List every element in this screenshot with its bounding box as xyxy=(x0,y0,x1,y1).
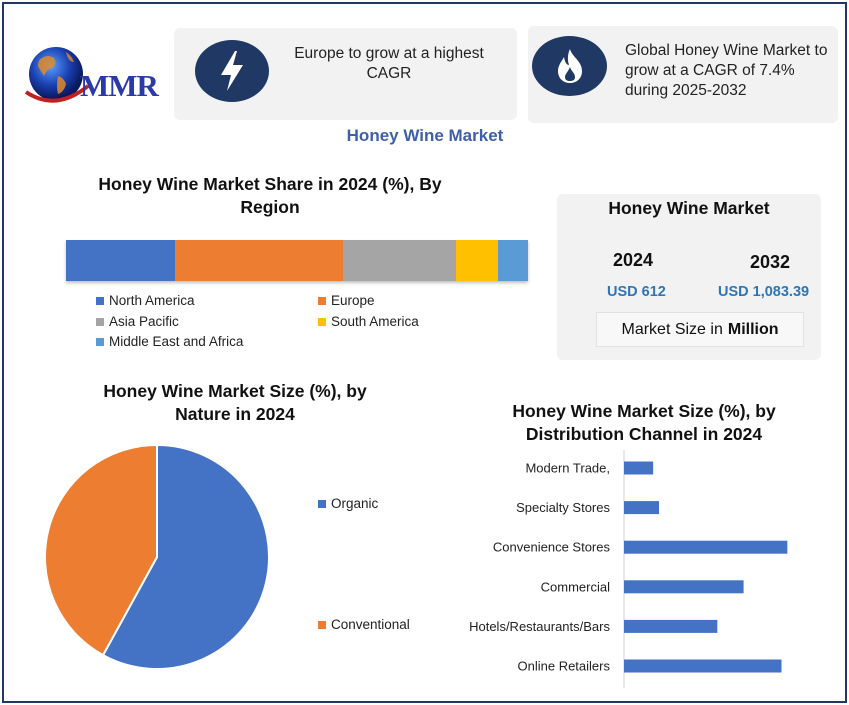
legend-label: Middle East and Africa xyxy=(109,334,244,349)
market-size-unit-label: Million xyxy=(727,320,779,338)
segment-middle-east-and-africa xyxy=(497,240,528,281)
distribution-bar-chart: Modern Trade, Specialty Stores Convenience… xyxy=(469,450,788,688)
legend-swatch xyxy=(96,317,104,326)
legend-swatch xyxy=(318,620,326,629)
year-2024: 2024 xyxy=(613,250,654,270)
legend-label: North America xyxy=(109,293,195,308)
region-stacked-bar xyxy=(66,240,528,281)
pie-slice-organic xyxy=(101,443,270,670)
bar-hotels-restaurants-bars xyxy=(624,619,718,633)
year-2032: 2032 xyxy=(750,252,791,272)
value-2032: USD 1,083.39 xyxy=(718,284,810,300)
market-box-title: Honey Wine Market xyxy=(608,198,770,218)
category-label-hotels-restaurants-bars: Hotels/Restaurants/Bars xyxy=(469,619,610,634)
legend-swatch xyxy=(318,499,326,508)
legend-swatch xyxy=(96,296,104,305)
bar-commercial xyxy=(624,580,744,594)
lightning-icon xyxy=(195,40,269,102)
category-label-online-retailers: Online Retailers xyxy=(518,659,611,674)
legend-item-organic: Organic xyxy=(318,496,378,511)
market-size-box: Honey Wine Market 2024 USD 612 2032 USD … xyxy=(557,194,821,360)
legend-label: Europe xyxy=(331,293,375,308)
legend-label: Conventional xyxy=(331,617,410,632)
value-2024: USD 612 xyxy=(607,284,666,300)
logo-text: MMR xyxy=(80,68,159,103)
legend-item-conventional: Conventional xyxy=(318,617,410,632)
legend-item-north-america: North America xyxy=(96,293,195,308)
bar-specialty-stores xyxy=(624,501,659,515)
nature-pie-chart xyxy=(44,443,270,670)
legend-swatch xyxy=(96,337,104,346)
category-label-specialty-stores: Specialty Stores xyxy=(516,500,610,515)
legend-swatch xyxy=(318,317,326,326)
market-size-prefix: Market Size in xyxy=(621,320,723,338)
legend-item-south-america: South America xyxy=(318,314,419,329)
segment-asia-pacific xyxy=(343,240,457,281)
distribution-chart-title: Honey Wine Market Size (%), by Distribut… xyxy=(512,401,776,444)
legend-swatch xyxy=(318,296,326,305)
bar-modern-trade xyxy=(624,461,654,475)
mmr-logo: MMR xyxy=(22,40,162,112)
legend-item-europe: Europe xyxy=(318,293,375,308)
globe-icon xyxy=(24,47,90,103)
segment-europe xyxy=(174,240,344,281)
pie-slice-conventional xyxy=(44,443,158,657)
segment-north-america xyxy=(66,240,175,281)
info-text: Global Honey Wine Market to grow at a CA… xyxy=(625,42,828,99)
market-size-unit: Market Size in Million xyxy=(596,312,804,347)
bar-online-retailers xyxy=(624,659,782,673)
flame-icon xyxy=(532,36,607,96)
region-chart-title: Honey Wine Market Share in 2024 (%), By … xyxy=(98,174,442,217)
bar-convenience-stores xyxy=(624,540,788,554)
nature-chart-title: Honey Wine Market Size (%), by Nature in… xyxy=(103,381,367,424)
segment-south-america xyxy=(456,240,498,281)
page-title: Honey Wine Market xyxy=(346,126,504,145)
legend-label: South America xyxy=(331,314,419,329)
legend-item-asia-pacific: Asia Pacific xyxy=(96,314,179,329)
category-label-convenience-stores: Convenience Stores xyxy=(493,540,611,555)
legend-label: Organic xyxy=(331,496,379,511)
legend-label: Asia Pacific xyxy=(109,314,179,329)
info-box-cagr: Global Honey Wine Market to grow at a CA… xyxy=(528,26,838,123)
category-label-modern-trade: Modern Trade, xyxy=(525,461,610,476)
legend-item-middle-east-and-africa: Middle East and Africa xyxy=(96,334,243,349)
category-label-commercial: Commercial xyxy=(541,579,610,594)
info-box-europe: Europe to grow at a highest CAGR xyxy=(174,28,517,120)
info-text: Europe to grow at a highest CAGR xyxy=(294,45,484,82)
